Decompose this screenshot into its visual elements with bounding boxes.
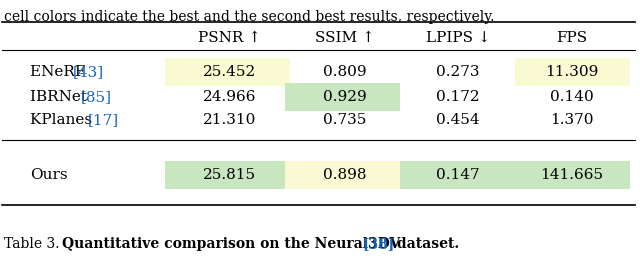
Text: 0.147: 0.147	[436, 168, 480, 182]
Text: 11.309: 11.309	[545, 65, 598, 79]
Text: FPS: FPS	[556, 31, 588, 45]
Text: 0.809: 0.809	[323, 65, 367, 79]
Text: 0.735: 0.735	[323, 113, 367, 127]
Text: [43]: [43]	[73, 65, 104, 79]
Text: 0.140: 0.140	[550, 90, 594, 104]
Text: [38]: [38]	[362, 237, 394, 251]
Text: 21.310: 21.310	[204, 113, 257, 127]
Text: 25.452: 25.452	[204, 65, 257, 79]
Text: IBRNet: IBRNet	[30, 90, 92, 104]
Text: Quantitative comparison on the Neural3DV: Quantitative comparison on the Neural3DV	[62, 237, 405, 251]
Bar	[165, 58, 290, 86]
Text: 0.454: 0.454	[436, 113, 480, 127]
Text: 0.273: 0.273	[436, 65, 480, 79]
Text: LPIPS ↓: LPIPS ↓	[426, 31, 490, 45]
Bar	[285, 83, 400, 111]
Text: PSNR ↑: PSNR ↑	[198, 31, 262, 45]
Text: Ours: Ours	[30, 168, 68, 182]
Bar	[515, 161, 630, 189]
Text: 141.665: 141.665	[540, 168, 604, 182]
Text: dataset.: dataset.	[392, 237, 460, 251]
Bar	[285, 161, 400, 189]
Bar	[165, 161, 290, 189]
Text: 0.898: 0.898	[323, 168, 367, 182]
Text: [85]: [85]	[81, 90, 111, 104]
Text: ENeRF: ENeRF	[30, 65, 90, 79]
Bar	[515, 58, 630, 86]
Text: SSIM ↑: SSIM ↑	[315, 31, 375, 45]
Text: KPlanes: KPlanes	[30, 113, 97, 127]
Text: cell colors indicate the best and the second best results, respectively.: cell colors indicate the best and the se…	[4, 10, 495, 24]
Text: 0.172: 0.172	[436, 90, 480, 104]
Bar	[400, 161, 515, 189]
Text: Table 3.: Table 3.	[4, 237, 64, 251]
Text: [17]: [17]	[88, 113, 119, 127]
Text: 1.370: 1.370	[550, 113, 594, 127]
Text: 25.815: 25.815	[204, 168, 257, 182]
Text: 0.929: 0.929	[323, 90, 367, 104]
Text: 24.966: 24.966	[204, 90, 257, 104]
